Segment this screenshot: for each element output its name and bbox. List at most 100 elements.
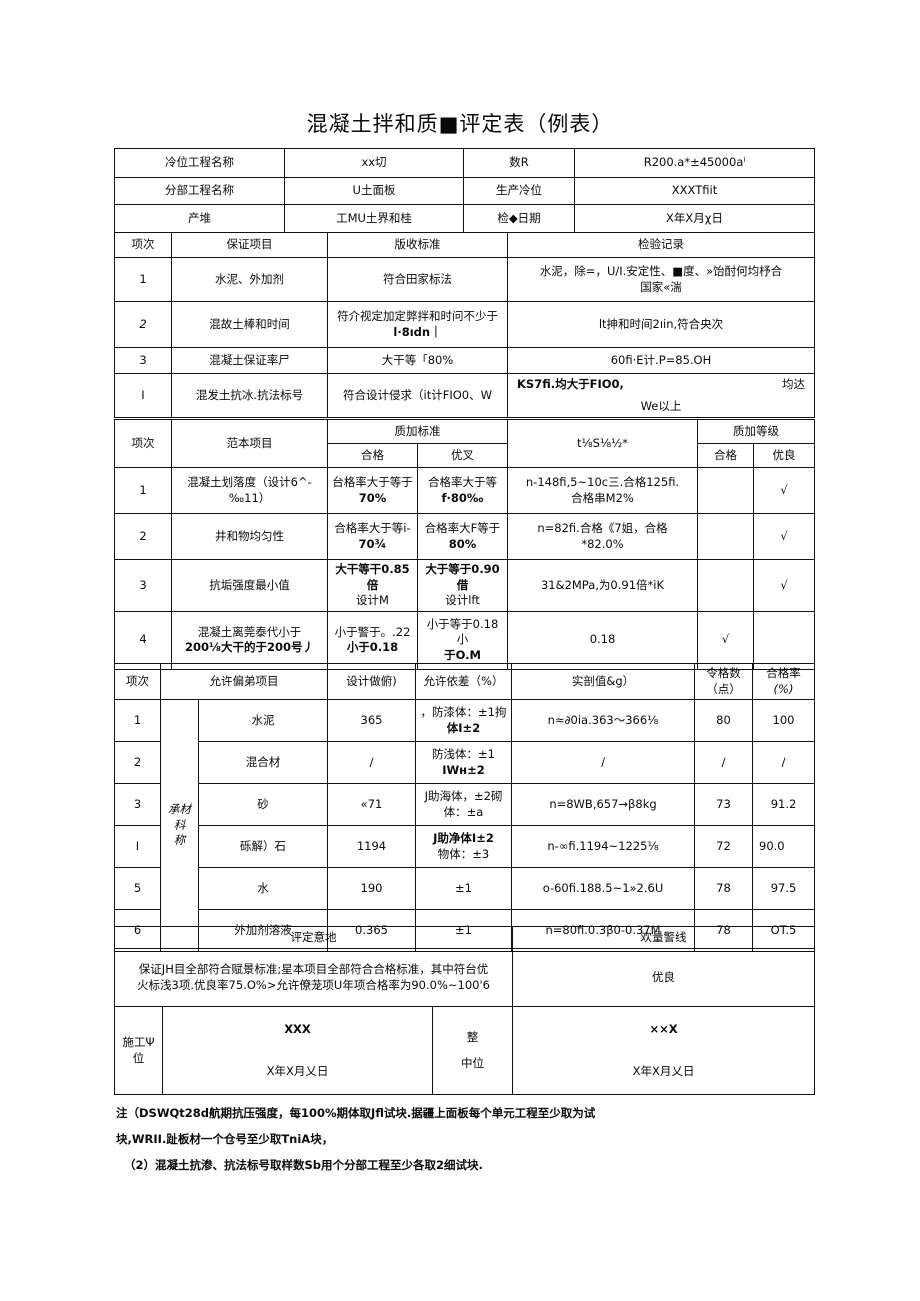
construction-unit-label: 施工Ψ位: [114, 1006, 163, 1095]
tol-line-2: IWн±2: [442, 762, 485, 777]
col-header-item: 保证项目: [171, 232, 328, 258]
meas-line-2: 合格串M2%: [571, 490, 634, 505]
header-label2-3: 检◆日期: [463, 204, 575, 233]
opinion-text: 保证JH目全部符合赋景标准;星本项目全部符合合格标准，其中符台优 火标浅3项.优…: [113, 948, 514, 1007]
header-label-3: 产堆: [114, 204, 285, 233]
header-label2-2: 生产冷位: [463, 177, 575, 205]
row-index: 1: [114, 257, 172, 302]
guarantee-item: 混凝土保证率尸: [171, 347, 328, 374]
col-header-count: 令格数 （点）: [694, 662, 753, 701]
col-header-standard: 版收标准: [327, 232, 508, 258]
basic-item: 抗垢强度最小值: [171, 559, 328, 612]
exc-line-2: 80%: [448, 536, 477, 551]
table-row: 分部工程名称 U土面板 生产冷位 XXXTfiit: [114, 177, 815, 205]
footnote-line-3: （2）混凝土抗渗、抗法标号取样数Sb用个分部工程至少各取2细试块.: [124, 1157, 483, 1172]
item-line-2: 200⅛大干的于200号丿: [185, 640, 314, 655]
grade-qualified-mark: √: [697, 610, 754, 670]
qualified-count: 72: [694, 825, 753, 869]
basic-measured: 31&2MPa,为0.91倍*iK: [507, 559, 698, 612]
guarantee-record: 60fi·E计.P=85.OH: [507, 347, 815, 374]
table-row: 1 承材 科 称 水泥 365 ，防漆体：±1拘 体I±2 n≈∂0ia.363…: [114, 699, 815, 953]
qualified-rate: /: [752, 741, 815, 785]
record-line-1: KS7fi.均大于FIO0,: [517, 376, 624, 391]
rate-line-2: (%): [773, 681, 794, 696]
footnote-line-1: 注（DSWQt28d航期抗压强度，每100%期体取Jfl试块.据疆上面板每个单元…: [116, 1106, 596, 1120]
item-line-2: ‰11）: [228, 490, 271, 505]
qual-line-1: 大干等干0.85倍: [335, 562, 410, 592]
grade-excellent-mark: √: [753, 559, 815, 612]
basic-measured: 0.18: [507, 610, 698, 670]
qualified-count: 80: [694, 699, 753, 743]
guarantee-standard: 符介视定加定弊拌和时问不少于 l·8ıdn｜: [327, 301, 508, 348]
basic-qualified-std: 合格率大于等i- 70¾: [327, 513, 418, 560]
rate-line-1: 合格率: [766, 666, 801, 680]
qualified-count: 78: [694, 867, 753, 911]
basic-excellent-std: 小于等于0.18小 于O.M: [417, 610, 508, 670]
row-index: 1: [114, 699, 161, 743]
header-value-1: xx切: [284, 148, 464, 178]
material-name: 砾解）石: [198, 825, 328, 869]
item-line-1: 混凝土划落度（设计6^-: [187, 474, 312, 489]
measured-value: n-∞fi.1194~1225⅛: [511, 825, 695, 869]
table-row: I 砾解）石 1194 J助净体I±2 物体：±3 n-∞fi.1194~122…: [114, 825, 815, 869]
basic-item: 混凝土划落度（设计6^- ‰11）: [171, 467, 328, 514]
record-line-1: 水泥，除=，U/I.安定性、■度、»饴酎何均杼合: [539, 263, 783, 278]
header-label-1: 冷位工程名称: [114, 148, 285, 178]
standard-line-1: 符介视定加定弊拌和时问不少于: [337, 308, 498, 323]
basic-qualified-std: 大干等干0.85倍 设计M: [327, 559, 418, 612]
tol-line-1: J助海体，±2砌: [424, 789, 503, 804]
supervisor-label-line-2: 中位: [461, 1055, 485, 1070]
guarantee-standard: 大干等「80%: [327, 347, 508, 374]
tolerance-value: ±1: [415, 867, 512, 911]
table-row: 1 混凝土划落度（设计6^- ‰11） 台格率大于等于 70% 合格率大于等 f…: [114, 467, 815, 514]
signature-row: 施工Ψ位 XXX X年X月乂日 整 中位 ××X X年X月乂日: [114, 1006, 816, 1095]
meas-line-1: n=82fi.合格《7姐，合格: [537, 520, 668, 535]
supervisor-unit-name: ××X: [649, 1021, 678, 1036]
table-row: 2 混合材 / 防浅体：±1 IWн±2 / / /: [114, 741, 815, 785]
row-index: 1: [114, 467, 172, 514]
table-header-row: 项次 保证项目 版收标准 检验记录: [114, 232, 815, 258]
group-label-line-3: 称: [173, 833, 186, 848]
row-index: I: [114, 373, 172, 418]
design-value: 190: [327, 867, 416, 911]
construction-unit-date: X年X月乂日: [266, 1063, 329, 1078]
measured-value: n≈∂0ia.363～366⅛: [511, 699, 695, 743]
design-value: «71: [327, 783, 416, 827]
basic-excellent-std: 大于等于0.90借 设计lft: [417, 559, 508, 612]
header-label2-1: 数R: [463, 148, 575, 178]
grade-qualified-mark: [697, 467, 754, 514]
tol-line-1: J助净体I±2: [433, 831, 494, 846]
opinion-line-1: 保证JH目全部符合赋景标准;星本项目全部符合合格标准，其中符台优: [138, 961, 489, 976]
table-row: 3 砂 «71 J助海体，±2砌 体：±a n=8WB,657→β8kg 73 …: [114, 783, 815, 827]
col-header-index: 项次: [114, 662, 161, 701]
tol-line-2: 物体：±3: [437, 846, 490, 861]
meas-line-2: *82.0%: [581, 536, 624, 551]
header-label-2: 分部工程名称: [114, 177, 285, 205]
guarantee-item: 混发土抗冰.抗法标号: [171, 373, 328, 418]
footnotes: 注（DSWQt28d航期抗压强度，每100%期体取Jfl试块.据疆上面板每个单元…: [116, 1101, 876, 1179]
grade-qualified-mark: [697, 559, 754, 612]
page-title: 混凝土拌和质■评定表（例表）: [306, 112, 614, 136]
item-line-1: 混凝土离莞泰代小于: [197, 624, 302, 639]
header-value2-2: XXXTfiit: [574, 177, 815, 205]
col-header-quality-standard: 质加标准: [327, 419, 508, 444]
row-index: 5: [114, 867, 161, 911]
row-index: I: [114, 825, 161, 869]
table-header-row: 合格 优叉 合格 优良: [115, 443, 815, 468]
tolerance-value: 防浅体：±1 IWн±2: [415, 741, 512, 785]
record-line-2: 国家«湍: [640, 279, 682, 294]
qualified-rate: 90.0: [752, 825, 815, 869]
tol-line-1: ，防漆体：±1拘: [420, 705, 507, 720]
exc-line-2: 设计lft: [445, 593, 480, 608]
basic-items-table: 项次 范本项目 质加标准 t⅛S⅛½* 质加等级 合格 优叉 合格 优良 1 混…: [114, 419, 815, 670]
basic-measured: n=82fi.合格《7姐，合格 *82.0%: [507, 513, 698, 560]
tol-line-2: 体：±a: [443, 804, 484, 819]
guarantee-item: 水泥、外加剂: [171, 257, 328, 302]
exc-line-1: 合格率大于等: [428, 474, 497, 489]
meas-line-1: n-148fi,5~10c三.合格125fi.: [525, 474, 680, 489]
col-header-grade-qualified: 合格: [697, 443, 754, 468]
exc-line-2: f·80‰: [441, 490, 484, 505]
exc-line-1: 大于等于0.90借: [425, 562, 500, 592]
material-group-label: 承材 科 称: [160, 699, 199, 953]
row-index: 3: [114, 559, 172, 612]
